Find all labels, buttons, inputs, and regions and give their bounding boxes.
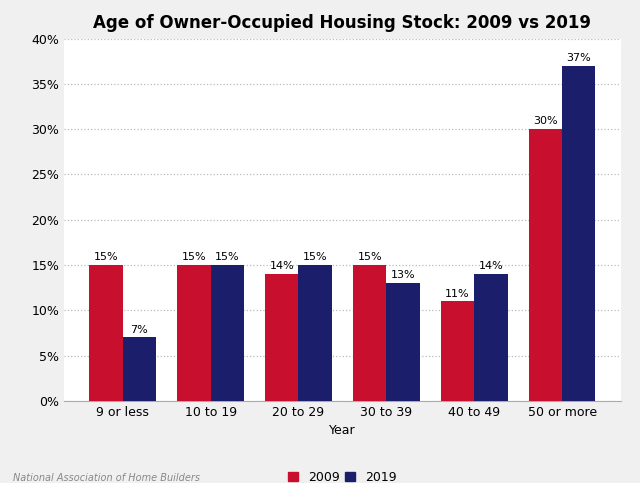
Text: National Association of Home Builders: National Association of Home Builders bbox=[13, 472, 200, 483]
Text: 7%: 7% bbox=[131, 325, 148, 335]
Bar bbox=[123, 338, 156, 401]
X-axis label: Year: Year bbox=[329, 424, 356, 437]
Bar bbox=[177, 265, 211, 401]
Bar bbox=[474, 274, 508, 401]
Bar bbox=[562, 66, 595, 401]
Bar bbox=[90, 265, 123, 401]
Text: 11%: 11% bbox=[445, 288, 470, 298]
Bar bbox=[298, 265, 332, 401]
Text: 15%: 15% bbox=[182, 252, 206, 262]
Text: 13%: 13% bbox=[391, 270, 415, 281]
Text: 15%: 15% bbox=[357, 252, 382, 262]
Text: 14%: 14% bbox=[269, 261, 294, 271]
Bar bbox=[211, 265, 244, 401]
Bar bbox=[529, 129, 562, 401]
Bar bbox=[353, 265, 387, 401]
Title: Age of Owner-Occupied Housing Stock: 2009 vs 2019: Age of Owner-Occupied Housing Stock: 200… bbox=[93, 14, 591, 31]
Text: 14%: 14% bbox=[479, 261, 503, 271]
Bar bbox=[265, 274, 298, 401]
Text: 37%: 37% bbox=[566, 53, 591, 63]
Bar bbox=[387, 283, 420, 401]
Bar bbox=[441, 301, 474, 401]
Text: 15%: 15% bbox=[303, 252, 328, 262]
Text: 15%: 15% bbox=[93, 252, 118, 262]
Text: 15%: 15% bbox=[215, 252, 239, 262]
Text: 30%: 30% bbox=[533, 116, 557, 127]
Legend: 2009, 2019: 2009, 2019 bbox=[284, 466, 401, 483]
